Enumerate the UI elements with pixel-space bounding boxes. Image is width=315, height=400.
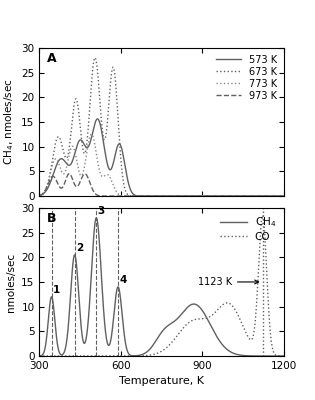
Text: 2: 2 bbox=[76, 243, 83, 253]
X-axis label: Temperature, K: Temperature, K bbox=[119, 376, 204, 386]
Legend: 573 K, 673 K, 773 K, 973 K: 573 K, 673 K, 773 K, 973 K bbox=[215, 53, 279, 102]
Text: 3: 3 bbox=[98, 206, 105, 216]
Text: 4: 4 bbox=[119, 276, 127, 286]
Y-axis label: CH$_4$, nmoles/sec: CH$_4$, nmoles/sec bbox=[2, 79, 16, 166]
Y-axis label: nmoles/sec: nmoles/sec bbox=[6, 252, 16, 312]
Text: B: B bbox=[47, 212, 56, 225]
Text: A: A bbox=[47, 52, 56, 66]
Text: 1123 K: 1123 K bbox=[198, 277, 259, 287]
Text: 1: 1 bbox=[53, 285, 60, 295]
Legend: CH$_4$, CO: CH$_4$, CO bbox=[218, 213, 278, 244]
